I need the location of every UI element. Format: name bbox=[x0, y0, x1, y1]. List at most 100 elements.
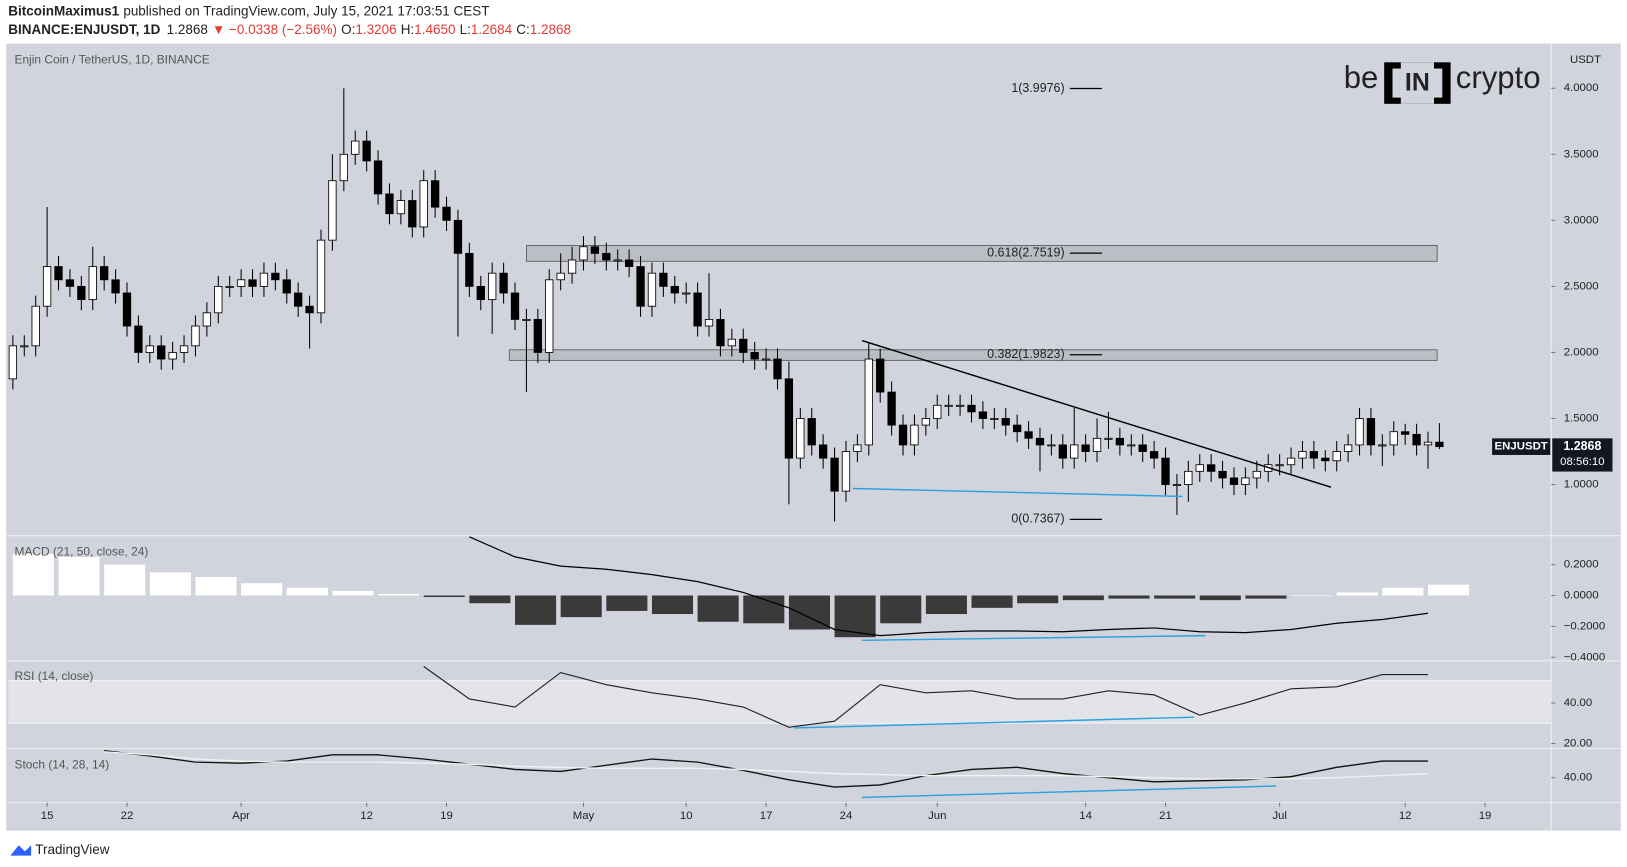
candle-body bbox=[876, 358, 885, 393]
macd-histogram-bar bbox=[1291, 595, 1333, 597]
l-value: 1.2684 bbox=[471, 22, 513, 37]
footer-text: TradingView bbox=[35, 842, 109, 857]
candle-body bbox=[396, 200, 406, 215]
macd-histogram-bar bbox=[697, 595, 739, 622]
candle-body bbox=[761, 358, 771, 361]
candle-body bbox=[316, 239, 326, 314]
candle-body bbox=[191, 325, 200, 347]
candle-body bbox=[1412, 433, 1421, 446]
candle-body bbox=[430, 180, 440, 208]
candle-body bbox=[818, 444, 828, 459]
candle-body bbox=[910, 424, 919, 446]
macd-histogram-bar bbox=[651, 595, 694, 615]
symbol-line: BINANCE:ENJUSDT, 1D 1.2868 ▼ −0.0338 (−2.5… bbox=[8, 22, 571, 37]
trendline bbox=[861, 339, 1332, 488]
y-tick-label: 1.0000 bbox=[1564, 479, 1599, 491]
candle-body bbox=[1355, 418, 1364, 446]
candle-body bbox=[1149, 451, 1159, 459]
y-tick-label: 4.0000 bbox=[1564, 82, 1599, 94]
h-label: H: bbox=[401, 22, 414, 37]
panel-title: MACD (21, 50, close, 24) bbox=[15, 545, 149, 559]
candle-body bbox=[682, 292, 691, 295]
candle-body bbox=[20, 345, 29, 348]
y-tick-label: 3.0000 bbox=[1564, 214, 1599, 226]
macd-histogram-bar bbox=[560, 595, 602, 618]
price-tag bbox=[1552, 438, 1613, 472]
candle-body bbox=[796, 418, 805, 459]
macd-histogram-bar bbox=[469, 595, 511, 604]
candle-body bbox=[42, 266, 52, 307]
candle-body bbox=[111, 279, 120, 294]
candle-body bbox=[1138, 444, 1147, 452]
candle-body bbox=[1001, 418, 1010, 426]
footer: TradingView bbox=[10, 842, 110, 857]
candle-body bbox=[1024, 431, 1033, 439]
candle-body bbox=[510, 292, 520, 320]
macd-histogram-bar bbox=[1062, 595, 1104, 601]
x-tick-label: 24 bbox=[840, 810, 853, 822]
macd-histogram-bar bbox=[1336, 592, 1378, 596]
logo: be IN crypto bbox=[1344, 60, 1541, 104]
macd-histogram-bar bbox=[195, 576, 237, 596]
panel-title: RSI (14, close) bbox=[15, 669, 94, 683]
x-tick-label: 19 bbox=[440, 810, 453, 822]
candle-body bbox=[579, 246, 588, 261]
candle-body bbox=[1343, 444, 1353, 452]
y-tick-label: 0.2000 bbox=[1564, 559, 1599, 571]
candle-body bbox=[522, 318, 531, 321]
candle-body bbox=[488, 272, 497, 301]
macd-histogram-bar bbox=[515, 595, 557, 625]
candle-body bbox=[236, 279, 246, 287]
macd-histogram-bar bbox=[1154, 595, 1196, 599]
logo-crypto: crypto bbox=[1456, 60, 1541, 95]
price-tag-value: 1.2868 bbox=[1563, 439, 1601, 453]
candle-body bbox=[179, 345, 189, 353]
candle-body bbox=[853, 444, 862, 452]
candle-body bbox=[545, 279, 554, 353]
candle-body bbox=[1275, 464, 1284, 467]
resistance-zone bbox=[508, 349, 1438, 361]
y-tick-label: 2.0000 bbox=[1564, 346, 1599, 358]
macd-line bbox=[469, 536, 1429, 637]
candle-body bbox=[1104, 437, 1113, 440]
macd-histogram-bar bbox=[834, 595, 876, 638]
c-label: C: bbox=[516, 22, 529, 37]
candle-body bbox=[77, 285, 86, 301]
candle-body bbox=[305, 305, 314, 314]
candle-body bbox=[476, 285, 485, 301]
candle-body bbox=[898, 424, 908, 446]
candle-body bbox=[659, 272, 668, 287]
symbol: BINANCE:ENJUSDT, 1D bbox=[8, 22, 160, 37]
macd-histogram-bar bbox=[149, 572, 191, 596]
l-label: L: bbox=[460, 22, 471, 37]
candle-body bbox=[1309, 451, 1319, 459]
candle-body bbox=[978, 411, 988, 419]
symbol-tag bbox=[1492, 438, 1551, 455]
candle-body bbox=[773, 358, 782, 380]
candle-body bbox=[1207, 464, 1216, 472]
candle-body bbox=[1195, 464, 1204, 472]
candle-body bbox=[202, 312, 212, 327]
change: ▼ −0.0338 (−2.56%) bbox=[212, 22, 337, 37]
macd-histogram-bar bbox=[1382, 587, 1424, 596]
candle-body bbox=[807, 418, 816, 446]
candle-body bbox=[955, 404, 965, 407]
candle-body bbox=[351, 140, 360, 155]
candle-body bbox=[841, 451, 851, 492]
axis-unit: USDT bbox=[1570, 54, 1601, 66]
candle-body bbox=[1070, 444, 1079, 459]
candle-body bbox=[693, 292, 702, 327]
candle-body bbox=[624, 259, 634, 267]
candle-body bbox=[248, 279, 257, 287]
fib-label: 0.382(1.9823) bbox=[987, 347, 1064, 361]
x-tick-label: 15 bbox=[41, 810, 54, 822]
fib-label: 0(0.7367) bbox=[1011, 512, 1064, 526]
candle-body bbox=[1092, 437, 1102, 452]
x-tick-label: Jul bbox=[1272, 810, 1287, 822]
candle-body bbox=[864, 358, 873, 446]
candle-body bbox=[88, 266, 97, 301]
y-tick-label: 20.00 bbox=[1564, 738, 1593, 750]
fib-label: 1(3.9976) bbox=[1011, 81, 1064, 95]
author: BitcoinMaximus1 bbox=[8, 3, 119, 18]
candle-body bbox=[716, 318, 725, 347]
